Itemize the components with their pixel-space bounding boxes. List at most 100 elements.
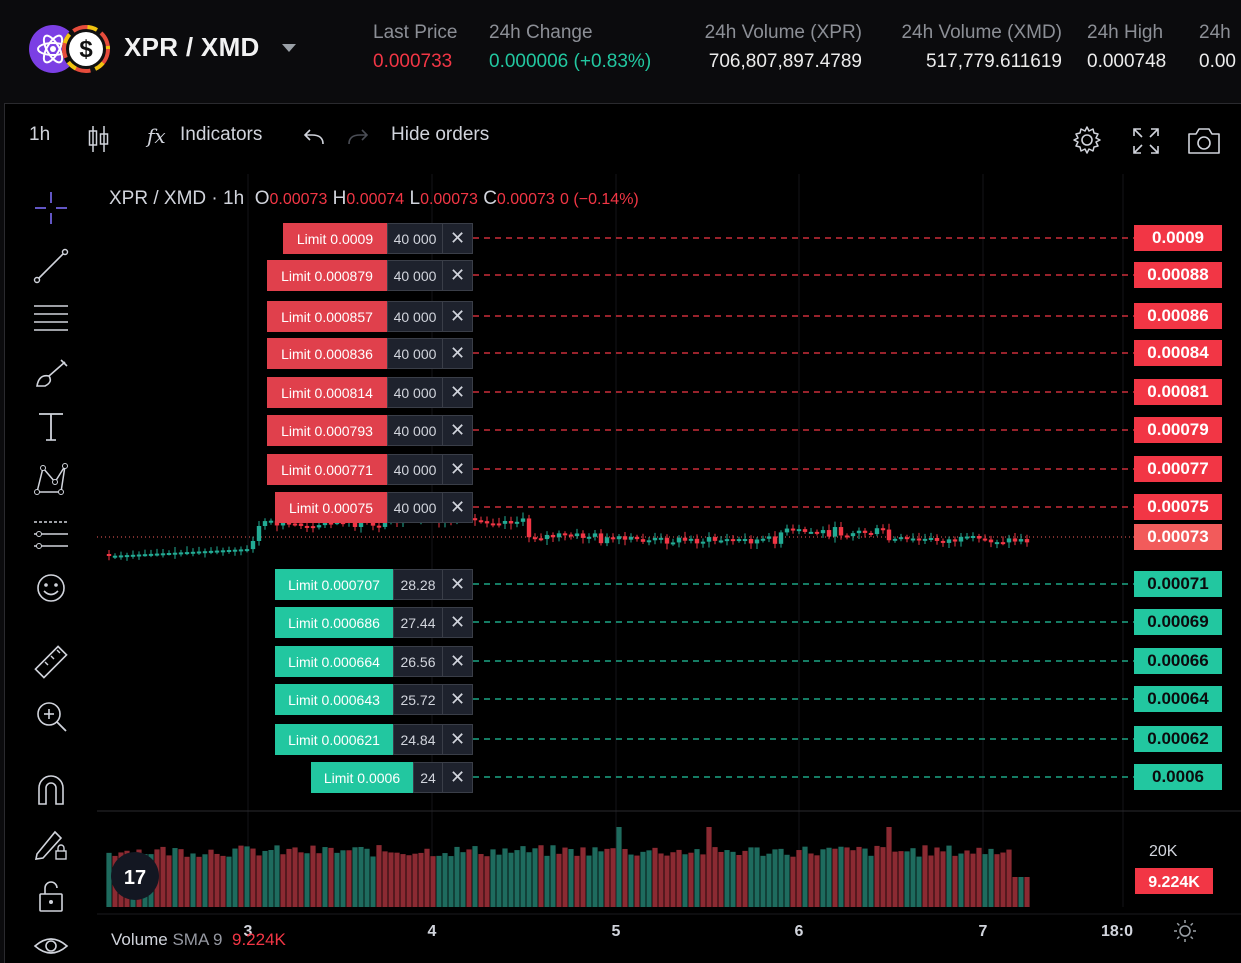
emoji-icon[interactable] bbox=[31, 568, 71, 608]
order-quantity[interactable]: 40 000 bbox=[387, 454, 443, 485]
indicators-button[interactable]: Indicators bbox=[180, 124, 263, 145]
order-label[interactable]: Limit 0.00075 bbox=[275, 492, 387, 523]
hide-orders-button[interactable]: Hide orders bbox=[391, 124, 490, 145]
candle-body bbox=[844, 535, 850, 538]
volume-bar bbox=[508, 852, 514, 907]
candle-body bbox=[136, 554, 142, 557]
order-label[interactable]: Limit 0.000836 bbox=[267, 338, 387, 369]
sell-limit-order[interactable]: Limit 0.0009 40 000 ✕ bbox=[283, 223, 473, 254]
pair-selector[interactable]: XPR / XMD bbox=[124, 32, 260, 62]
order-label[interactable]: Limit 0.000621 bbox=[275, 724, 393, 755]
volume-bar bbox=[166, 855, 172, 907]
volume-bar bbox=[952, 855, 958, 907]
order-label[interactable]: Limit 0.0009 bbox=[283, 223, 387, 254]
volume-bar bbox=[430, 856, 436, 907]
price-chart[interactable]: 20K 9.224K 17 3 4 5 6 7 18:0 XPR / XMD · 1h O0.0… bbox=[97, 174, 1241, 963]
close-icon[interactable]: ✕ bbox=[443, 454, 473, 485]
order-quantity[interactable]: 24.84 bbox=[393, 724, 443, 755]
sell-limit-order[interactable]: Limit 0.000879 40 000 ✕ bbox=[267, 260, 473, 291]
close-icon[interactable]: ✕ bbox=[443, 415, 473, 446]
order-quantity[interactable]: 40 000 bbox=[387, 415, 443, 446]
camera-icon[interactable] bbox=[1186, 126, 1222, 156]
order-quantity[interactable]: 40 000 bbox=[387, 492, 443, 523]
buy-limit-order[interactable]: Limit 0.000643 25.72 ✕ bbox=[275, 684, 473, 715]
order-quantity[interactable]: 40 000 bbox=[387, 377, 443, 408]
sell-limit-order[interactable]: Limit 0.000814 40 000 ✕ bbox=[267, 377, 473, 408]
trend-line-icon[interactable] bbox=[31, 246, 71, 286]
volume-bar bbox=[280, 854, 286, 907]
close-icon[interactable]: ✕ bbox=[443, 569, 473, 600]
zoom-in-icon[interactable] bbox=[31, 696, 71, 736]
close-icon[interactable]: ✕ bbox=[443, 301, 473, 332]
volume-bar bbox=[382, 851, 388, 907]
order-quantity[interactable]: 40 000 bbox=[387, 301, 443, 332]
order-label[interactable]: Limit 0.0006 bbox=[311, 762, 413, 793]
candle-body bbox=[754, 539, 760, 544]
order-quantity[interactable]: 40 000 bbox=[387, 223, 443, 254]
buy-limit-order[interactable]: Limit 0.0006 24 ✕ bbox=[311, 762, 473, 793]
close-icon[interactable]: ✕ bbox=[443, 377, 473, 408]
pattern-tool-icon[interactable] bbox=[31, 460, 71, 500]
order-quantity[interactable]: 40 000 bbox=[387, 260, 443, 291]
fullscreen-icon[interactable] bbox=[1131, 126, 1161, 156]
sell-limit-order[interactable]: Limit 0.000793 40 000 ✕ bbox=[267, 415, 473, 446]
close-icon[interactable]: ✕ bbox=[443, 724, 473, 755]
buy-limit-order[interactable]: Limit 0.000707 28.28 ✕ bbox=[275, 569, 473, 600]
undo-icon[interactable] bbox=[303, 128, 327, 148]
eye-icon[interactable] bbox=[31, 926, 71, 963]
prediction-tool-icon[interactable] bbox=[31, 514, 71, 554]
chart-canvas[interactable]: 20K 9.224K 17 3 4 5 6 7 18:0 bbox=[97, 174, 1241, 963]
order-label[interactable]: Limit 0.000793 bbox=[267, 415, 387, 446]
candle-body bbox=[280, 522, 286, 526]
lock-drawings-icon[interactable] bbox=[31, 824, 71, 864]
order-label[interactable]: Limit 0.000857 bbox=[267, 301, 387, 332]
unlock-icon[interactable] bbox=[31, 876, 71, 916]
brush-icon[interactable] bbox=[31, 354, 71, 394]
magnet-icon[interactable] bbox=[31, 770, 71, 810]
volume-bar bbox=[562, 847, 568, 907]
order-quantity[interactable]: 28.28 bbox=[393, 569, 443, 600]
buy-limit-order[interactable]: Limit 0.000686 27.44 ✕ bbox=[275, 607, 473, 638]
close-icon[interactable]: ✕ bbox=[443, 684, 473, 715]
order-label[interactable]: Limit 0.000771 bbox=[267, 454, 387, 485]
candle-type-icon[interactable] bbox=[87, 124, 111, 154]
interval-button[interactable]: 1h bbox=[29, 124, 51, 145]
redo-icon[interactable] bbox=[345, 128, 369, 148]
text-tool-icon[interactable] bbox=[31, 406, 71, 446]
order-label[interactable]: Limit 0.000686 bbox=[275, 607, 393, 638]
sell-limit-order[interactable]: Limit 0.00075 40 000 ✕ bbox=[275, 492, 473, 523]
order-label[interactable]: Limit 0.000879 bbox=[267, 260, 387, 291]
buy-limit-order[interactable]: Limit 0.000664 26.56 ✕ bbox=[275, 646, 473, 677]
fib-retracement-icon[interactable] bbox=[31, 298, 71, 338]
order-quantity[interactable]: 24 bbox=[413, 762, 443, 793]
fx-icon[interactable]: fx bbox=[147, 124, 166, 148]
close-icon[interactable]: ✕ bbox=[443, 338, 473, 369]
ruler-icon[interactable] bbox=[31, 642, 71, 682]
order-quantity[interactable]: 26.56 bbox=[393, 646, 443, 677]
candle-body bbox=[880, 528, 886, 531]
close-icon[interactable]: ✕ bbox=[443, 260, 473, 291]
chevron-down-icon[interactable] bbox=[282, 44, 296, 52]
settings-gear-icon[interactable] bbox=[1071, 124, 1103, 156]
close-icon[interactable]: ✕ bbox=[443, 646, 473, 677]
order-label[interactable]: Limit 0.000814 bbox=[267, 377, 387, 408]
order-quantity[interactable]: 25.72 bbox=[393, 684, 443, 715]
order-quantity[interactable]: 40 000 bbox=[387, 338, 443, 369]
buy-limit-order[interactable]: Limit 0.000621 24.84 ✕ bbox=[275, 724, 473, 755]
close-icon[interactable]: ✕ bbox=[443, 223, 473, 254]
order-label[interactable]: Limit 0.000664 bbox=[275, 646, 393, 677]
candle-body bbox=[658, 537, 664, 540]
close-icon[interactable]: ✕ bbox=[443, 492, 473, 523]
order-label[interactable]: Limit 0.000643 bbox=[275, 684, 393, 715]
crosshair-icon[interactable] bbox=[31, 188, 71, 228]
sell-limit-order[interactable]: Limit 0.000771 40 000 ✕ bbox=[267, 454, 473, 485]
sell-limit-order[interactable]: Limit 0.000857 40 000 ✕ bbox=[267, 301, 473, 332]
order-label[interactable]: Limit 0.000707 bbox=[275, 569, 393, 600]
legend-symbol: XPR / XMD · 1h bbox=[109, 188, 245, 209]
close-icon[interactable]: ✕ bbox=[443, 762, 473, 793]
order-quantity[interactable]: 27.44 bbox=[393, 607, 443, 638]
close-icon[interactable]: ✕ bbox=[443, 607, 473, 638]
sell-limit-order[interactable]: Limit 0.000836 40 000 ✕ bbox=[267, 338, 473, 369]
volume-bar bbox=[250, 848, 256, 907]
volume-bar bbox=[772, 849, 778, 907]
